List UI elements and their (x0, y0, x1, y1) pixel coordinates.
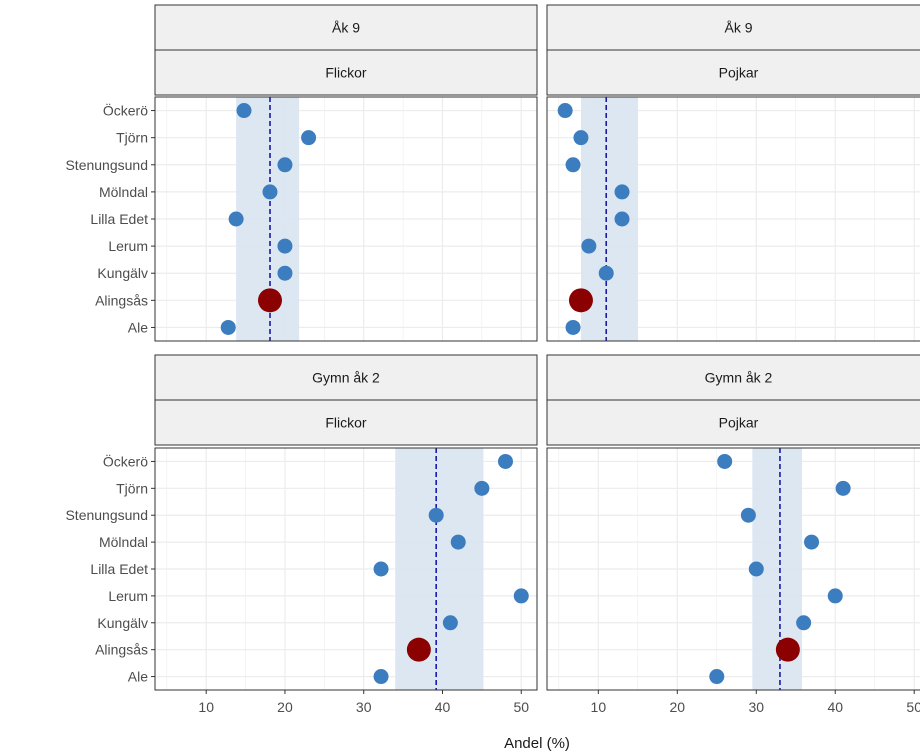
facet-strip-gender-bg (154, 49, 538, 96)
facet-panel-4: Gymn åk 2 Pojkar (546, 354, 920, 691)
point-alingsas (406, 637, 431, 662)
facet-strip-gender: Flickor (325, 65, 367, 81)
y-tick-label-stenungsund: Stenungsund (65, 507, 148, 523)
point-lilla-edet (373, 561, 389, 577)
y-tick-label-ale: Ale (128, 669, 148, 685)
y-tick-label-ale: Ale (128, 319, 148, 335)
point-molndal (614, 184, 630, 200)
x-tick-label: 30 (356, 699, 372, 715)
facet-strip-gender: Pojkar (719, 415, 759, 431)
point-alingsas (257, 288, 282, 313)
facet-strip-grade-bg (546, 4, 920, 51)
y-tick-label-ockero: Öckerö (103, 102, 148, 119)
facet-strip-grade: Åk 9 (332, 20, 360, 36)
facet-panel-3: Gymn åk 2 Flickor (154, 354, 538, 691)
point-stenungsund (428, 507, 444, 523)
point-ockero (717, 453, 733, 469)
facet-strip-grade: Gymn åk 2 (312, 370, 380, 386)
point-tjorn (474, 480, 490, 496)
x-tick-label: 30 (748, 699, 764, 715)
x-tick-label: 50 (513, 699, 529, 715)
facet-strip-gender-bg (546, 399, 920, 446)
y-tick-label-tjorn: Tjörn (116, 480, 148, 496)
y-tick-label-molndal: Mölndal (99, 534, 148, 550)
y-tick-label-lilla-edet: Lilla Edet (90, 211, 148, 227)
x-tick-label: 20 (277, 699, 293, 715)
facet-panel-1: Åk 9 Flickor (154, 4, 538, 342)
y-tick-label-ockero: Öckerö (103, 452, 148, 469)
point-tjorn (301, 130, 317, 146)
point-lilla-edet (614, 211, 630, 227)
point-kungalv (277, 265, 293, 281)
point-lerum (277, 238, 293, 254)
panel-border (546, 96, 920, 342)
y-tick-label-stenungsund: Stenungsund (65, 157, 148, 173)
y-tick-label-alingsas: Alingsås (95, 292, 148, 308)
point-molndal (804, 534, 820, 550)
facet-panel-2: Åk 9 Pojkar (546, 4, 920, 342)
point-kungalv (796, 615, 812, 631)
x-axis-title: Andel (%) (504, 735, 570, 752)
y-tick-label-kungalv: Kungälv (97, 265, 148, 281)
x-tick-label: 10 (591, 699, 607, 715)
facet-strip-gender: Pojkar (719, 65, 759, 81)
point-lilla-edet (228, 211, 244, 227)
point-alingsas (568, 288, 593, 313)
point-lilla-edet (748, 561, 764, 577)
y-tick-label-molndal: Mölndal (99, 184, 148, 200)
x-tick-label: 10 (198, 699, 214, 715)
facet-strip-grade: Gymn åk 2 (705, 370, 773, 386)
point-stenungsund (740, 507, 756, 523)
x-tick-label: 40 (435, 699, 451, 715)
facet-strip-grade: Åk 9 (724, 20, 752, 36)
facet-strip-gender: Flickor (325, 415, 367, 431)
facet-strip-gender-bg (154, 399, 538, 446)
point-kungalv (598, 265, 614, 281)
point-alingsas (775, 637, 800, 662)
point-lerum (581, 238, 597, 254)
point-ale (220, 319, 236, 335)
point-tjorn (835, 480, 851, 496)
facet-strip-grade-bg (154, 4, 538, 51)
point-stenungsund (565, 157, 581, 173)
point-lerum (513, 588, 529, 604)
point-tjorn (573, 130, 589, 146)
point-molndal (262, 184, 278, 200)
y-tick-label-lerum: Lerum (108, 238, 148, 254)
facet-strip-grade-bg (154, 354, 538, 401)
panel-border (546, 447, 920, 691)
y-tick-label-lilla-edet: Lilla Edet (90, 561, 148, 577)
x-tick-label: 20 (670, 699, 686, 715)
point-ockero (557, 103, 573, 119)
point-kungalv (442, 615, 458, 631)
point-molndal (450, 534, 466, 550)
facet-strip-gender-bg (546, 49, 920, 96)
point-lerum (827, 588, 843, 604)
x-tick-label: 50 (906, 699, 920, 715)
point-stenungsund (277, 157, 293, 173)
x-tick-label: 40 (827, 699, 843, 715)
point-ale (565, 319, 581, 335)
y-tick-label-tjorn: Tjörn (116, 130, 148, 146)
y-tick-label-lerum: Lerum (108, 588, 148, 604)
point-ale (373, 669, 389, 685)
point-ale (709, 669, 725, 685)
y-tick-label-alingsas: Alingsås (95, 642, 148, 658)
point-ockero (236, 103, 252, 119)
point-ockero (497, 453, 513, 469)
y-tick-label-kungalv: Kungälv (97, 615, 148, 631)
